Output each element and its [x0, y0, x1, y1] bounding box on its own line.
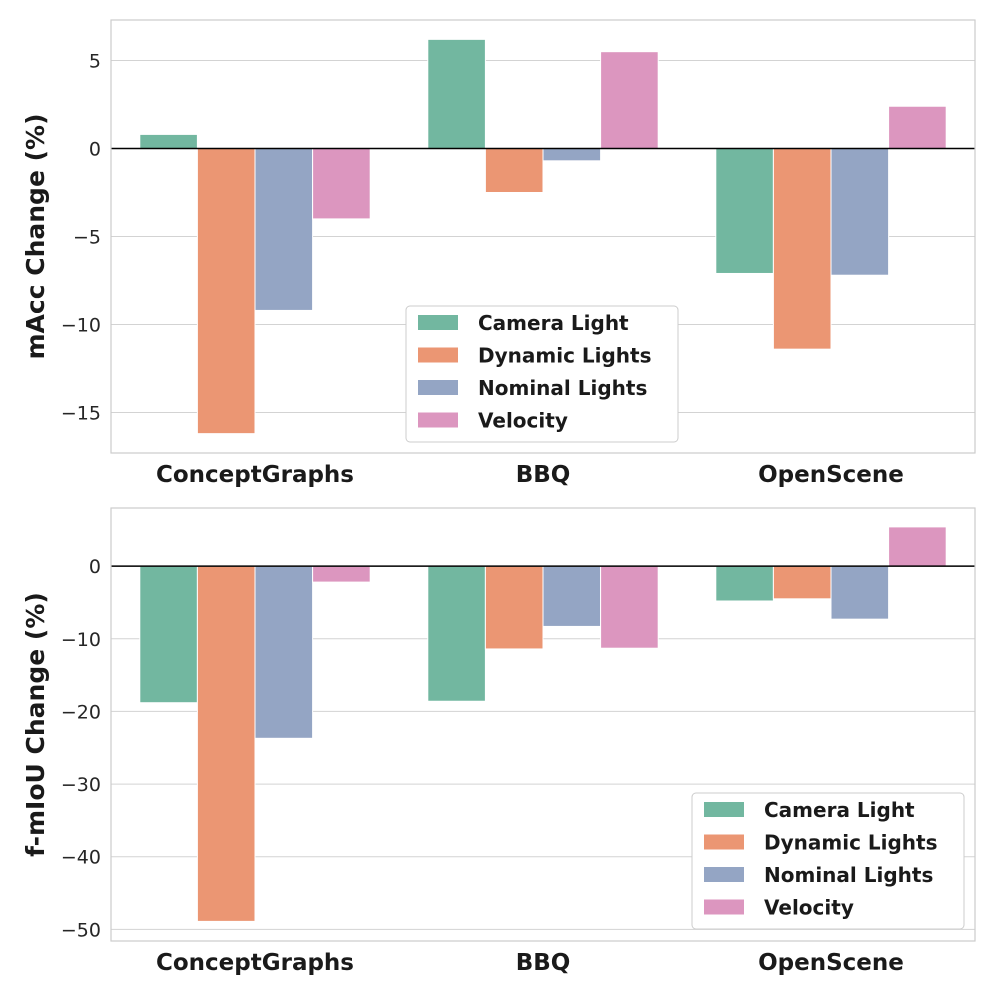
y-tick-label: 0 [89, 556, 101, 578]
legend-box [405, 305, 679, 443]
y-tick-label: 5 [89, 50, 101, 72]
y-axis-label: mAcc Change (%) [21, 113, 50, 359]
bar-openscene-velocity [888, 105, 947, 149]
bar-openscene-dynamic-lights [772, 147, 832, 350]
bar-openscene-dynamic-lights [772, 565, 832, 600]
bar-bbq-nominal-lights [542, 565, 602, 627]
x-tick-label: OpenScene [758, 950, 904, 976]
bar-openscene-camera-light [715, 565, 774, 602]
y-tick-label: −10 [61, 629, 101, 651]
y-tick-label: −40 [61, 847, 101, 869]
legend: Camera Light Dynamic Lights Nominal Lights… [405, 305, 679, 443]
legend-label: Nominal Lights [764, 863, 933, 887]
bar-conceptgraphs-dynamic-lights [196, 565, 256, 922]
bar-conceptgraphs-nominal-lights [254, 565, 314, 739]
legend-label: Camera Light [764, 798, 915, 822]
bar-conceptgraphs-camera-light [139, 565, 198, 704]
legend-label: Dynamic Lights [478, 344, 652, 368]
bar-bbq-velocity [600, 565, 659, 649]
legend-label: Camera Light [478, 311, 629, 335]
bar-bbq-dynamic-lights [484, 147, 544, 193]
bar-openscene-nominal-lights [830, 147, 890, 276]
x-tick-label: OpenScene [758, 462, 904, 488]
y-tick-label: −10 [61, 315, 101, 337]
y-tick-label: 0 [89, 138, 101, 160]
bar-openscene-camera-light [715, 147, 774, 274]
legend-label: Velocity [478, 409, 568, 433]
x-tick-label: ConceptGraphs [156, 462, 354, 488]
y-axis-label: f-mIoU Change (%) [21, 592, 50, 857]
plot-frame [110, 19, 976, 454]
bar-conceptgraphs-camera-light [139, 133, 198, 149]
legend-swatch-dynamic-lights [418, 347, 458, 363]
bar-bbq-dynamic-lights [484, 565, 544, 650]
bar-conceptgraphs-nominal-lights [254, 147, 314, 311]
fmiou-chart: 0 −10 −20 −30 −40 −50 ConceptGraphs BBQ OpenScen… [21, 507, 976, 976]
legend-swatch-velocity [704, 899, 744, 915]
bar-bbq-camera-light [427, 565, 486, 702]
legend-label: Dynamic Lights [764, 831, 938, 855]
y-tick-label: −15 [61, 403, 101, 425]
bar-bbq-velocity [600, 51, 659, 149]
macc-chart: 5 0 −5 −10 −15 ConceptGraphs BBQ OpenScene mAcc … [21, 19, 976, 488]
x-tick-label: BBQ [516, 950, 571, 976]
bar-conceptgraphs-velocity [312, 147, 371, 220]
x-tick-label: ConceptGraphs [156, 950, 354, 976]
legend-swatch-nominal-lights [704, 867, 744, 882]
bar-conceptgraphs-velocity [312, 565, 371, 583]
legend-label: Nominal Lights [478, 376, 647, 400]
bar-conceptgraphs-dynamic-lights [196, 147, 256, 435]
bar-bbq-nominal-lights [542, 147, 602, 162]
y-tick-label: −30 [61, 774, 101, 796]
y-tick-label: −5 [73, 227, 101, 249]
plot-frame [110, 507, 976, 942]
bar-openscene-nominal-lights [830, 565, 890, 620]
legend-label: Velocity [764, 896, 854, 920]
legend: Camera Light Dynamic Lights Nominal Lights… [691, 792, 965, 930]
legend-swatch-nominal-lights [418, 380, 458, 395]
bar-bbq-camera-light [427, 38, 486, 149]
legend-swatch-camera-light [418, 315, 458, 330]
legend-box [691, 792, 965, 930]
y-tick-label: −20 [61, 701, 101, 723]
legend-swatch-camera-light [704, 802, 744, 817]
x-tick-label: BBQ [516, 462, 571, 488]
y-tick-label: −50 [61, 919, 101, 941]
legend-swatch-velocity [418, 412, 458, 428]
bar-openscene-velocity [888, 526, 947, 567]
legend-swatch-dynamic-lights [704, 834, 744, 850]
